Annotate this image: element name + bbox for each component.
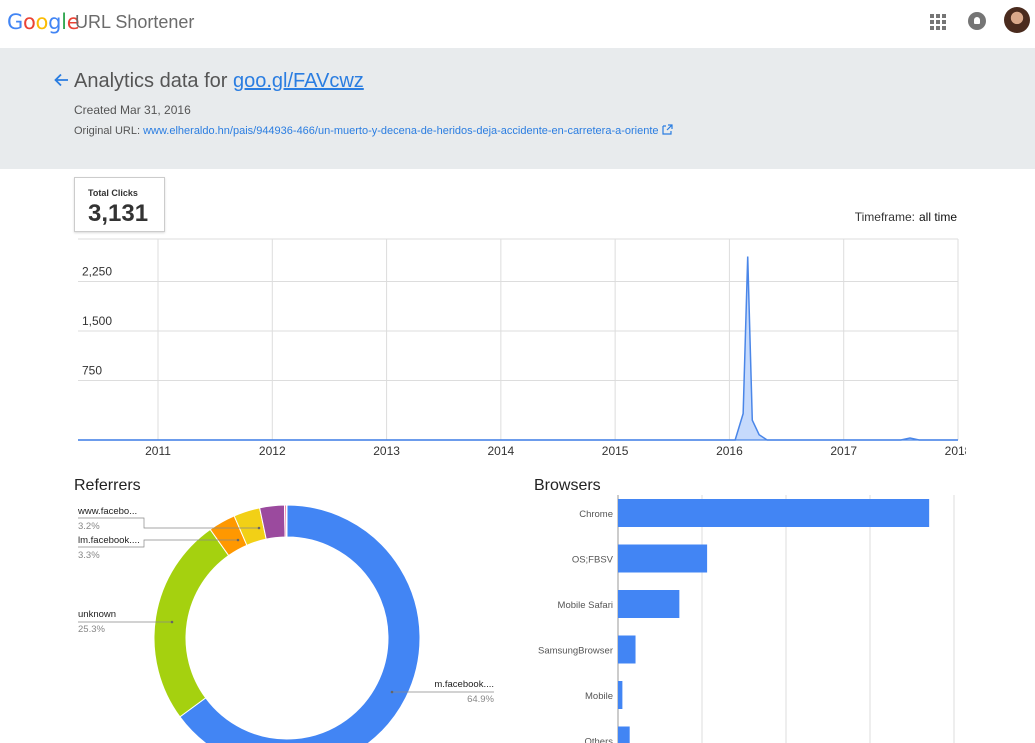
page-title: Analytics data for goo.gl/FAVcwz — [74, 70, 364, 93]
slice-percent: 25.3% — [78, 624, 105, 635]
page-title-prefix: Analytics data for — [74, 70, 233, 92]
slice-label: www.facebo... — [77, 506, 137, 517]
logo-letter: g — [48, 10, 62, 34]
leader-dot — [170, 620, 174, 624]
leader-dot — [257, 526, 261, 530]
logo-letter: G — [7, 10, 23, 34]
short-url-link[interactable]: goo.gl/FAVcwz — [232, 70, 364, 92]
x-tick-label: 2017 — [830, 444, 857, 458]
donut-slice — [285, 504, 288, 538]
y-tick-label: 1,500 — [82, 314, 112, 328]
bar — [618, 635, 636, 664]
notifications-icon[interactable] — [968, 12, 986, 30]
timeframe-label: Timeframe: — [854, 210, 915, 224]
slice-percent: 3.3% — [78, 550, 100, 561]
top-bar: Google URL Shortener — [0, 0, 1035, 48]
total-clicks-label: Total Clicks — [88, 188, 138, 198]
leader-dot — [236, 538, 240, 542]
app-name: URL Shortener — [75, 12, 195, 32]
series-line — [78, 256, 958, 441]
bar-category-label: Chrome — [579, 509, 613, 520]
bar-category-label: Mobile — [585, 691, 613, 702]
slice-label: unknown — [78, 609, 116, 620]
y-tick-label: 750 — [82, 364, 102, 378]
logo-letter: l — [61, 10, 67, 34]
referrers-donut-chart: www.facebo... 3.2% lm.facebook.... 3.3% unkn… — [77, 504, 495, 743]
slice-label: m.facebook.... — [434, 679, 494, 690]
back-arrow-icon[interactable] — [53, 72, 69, 88]
y-tick-label: 2,250 — [82, 265, 112, 279]
x-tick-label: 2012 — [259, 444, 286, 458]
x-tick-label: 2013 — [373, 444, 400, 458]
bar-category-label: Mobile Safari — [558, 600, 613, 611]
leader-line — [78, 517, 259, 529]
total-clicks-value: 3,131 — [88, 200, 149, 227]
x-tick-label: 2015 — [602, 444, 629, 458]
avatar[interactable] — [1004, 7, 1030, 33]
bar — [618, 544, 708, 573]
slice-percent: 3.2% — [78, 521, 100, 532]
original-url-link[interactable]: www.elheraldo.hn/pais/944936-466/un-muer… — [143, 125, 659, 137]
leader-dot — [390, 690, 394, 694]
bar — [618, 590, 680, 618]
logo-letter: o — [22, 10, 36, 34]
bar — [618, 499, 930, 527]
bar-category-label: OS;FBSV — [572, 555, 614, 566]
series-area — [78, 256, 958, 440]
clicks-timeline-chart: 3,0002,2501,5007502011201220132014201520… — [78, 238, 966, 458]
chart-grid — [78, 238, 959, 440]
slice-percent: 64.9% — [467, 694, 494, 705]
donut-slice — [179, 504, 421, 743]
apps-icon[interactable] — [930, 14, 946, 30]
google-logo[interactable]: Google — [7, 10, 80, 34]
url-details-band: Analytics data for goo.gl/FAVcwz Created… — [0, 48, 1035, 169]
referrers-title: Referrers — [74, 477, 141, 494]
original-url-label: Original URL: — [74, 125, 144, 137]
total-clicks-card: Total Clicks 3,131 — [74, 177, 165, 232]
external-link-icon[interactable] — [661, 124, 673, 135]
timeframe-value[interactable]: all time — [918, 210, 957, 224]
original-url-row: Original URL: www.elheraldo.hn/pais/9449… — [74, 124, 673, 137]
bar — [618, 726, 630, 743]
created-date: Created Mar 31, 2016 — [74, 103, 191, 117]
browsers-bar-chart: Chrome OS;FBSV Mobile Safari SamsungBrowser… — [538, 495, 955, 743]
browsers-title: Browsers — [534, 477, 601, 494]
x-tick-label: 2014 — [488, 444, 515, 458]
x-tick-label: 2016 — [716, 444, 743, 458]
slice-label: lm.facebook.... — [78, 535, 140, 546]
x-tick-label: 2018 — [945, 444, 966, 458]
timeframe-selector[interactable]: Timeframe: all time — [855, 210, 957, 224]
bar-category-label: Others — [584, 737, 613, 743]
leader-line — [78, 539, 238, 548]
donut-slice — [153, 528, 230, 718]
bar-category-label: SamsungBrowser — [538, 646, 613, 657]
bar — [618, 681, 623, 709]
logo-letter: o — [35, 10, 49, 34]
x-tick-label: 2011 — [145, 444, 171, 458]
logo-letter: e — [66, 10, 80, 34]
